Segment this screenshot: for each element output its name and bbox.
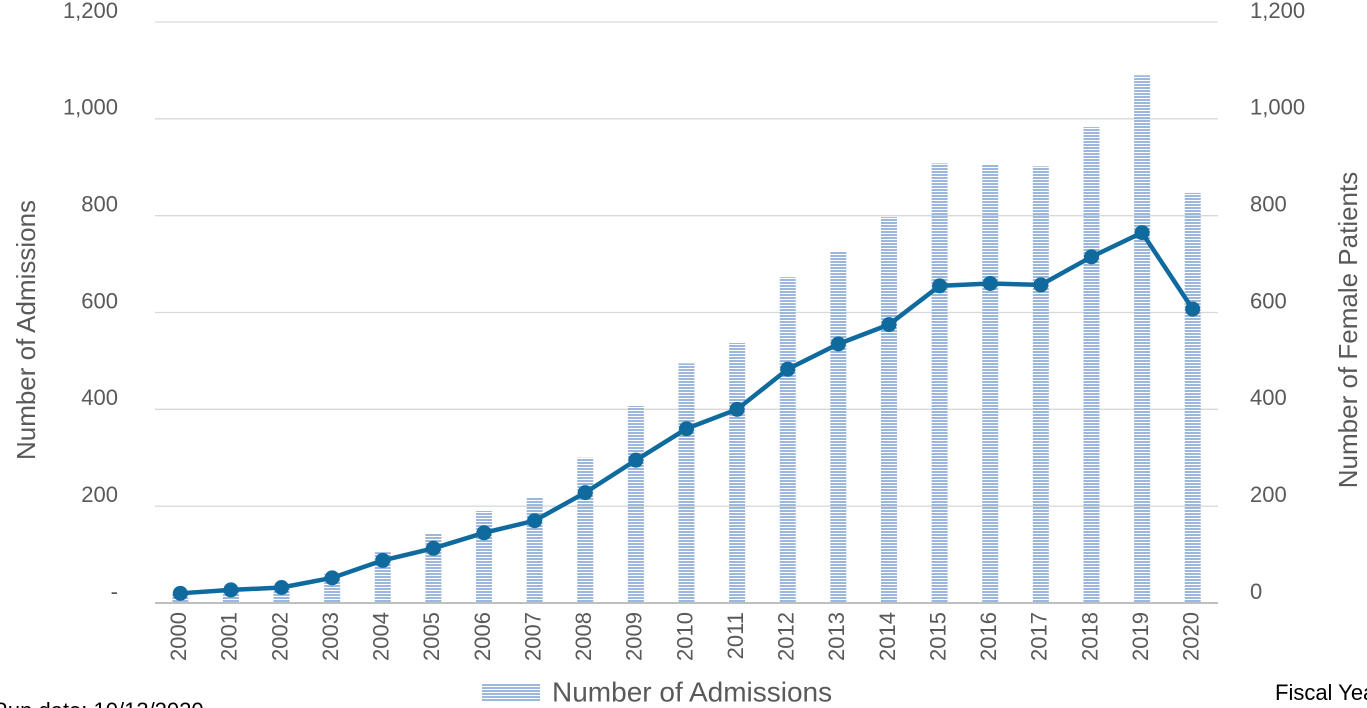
- legend-swatch: [482, 684, 540, 702]
- y-tick-label: 1,000: [63, 95, 118, 120]
- line-point: [780, 361, 796, 377]
- line-point: [527, 513, 543, 529]
- x-tick-label: 2019: [1128, 612, 1153, 661]
- legend-label: Number of Admissions: [552, 676, 832, 707]
- x-tick-label: 2011: [723, 612, 748, 659]
- line-point: [729, 401, 745, 417]
- y2-tick-label: 600: [1250, 288, 1287, 313]
- line-point: [223, 582, 239, 598]
- bar: [729, 343, 746, 603]
- x-tick-label: 2014: [875, 612, 900, 661]
- y-axis-title: Number of Admissions: [11, 200, 41, 460]
- x-tick-label: 2001: [217, 612, 242, 661]
- bar: [1083, 127, 1100, 604]
- x-tick-label: 2000: [166, 612, 191, 661]
- y-tick-label: -: [111, 579, 118, 604]
- y2-tick-label: 400: [1250, 385, 1287, 410]
- x-tick-label: 2004: [369, 612, 394, 661]
- x-tick-label: 2007: [520, 612, 545, 661]
- bar: [880, 217, 897, 603]
- x-tick-label: 2003: [318, 612, 343, 661]
- bar: [1184, 192, 1201, 603]
- x-tick-label: 2006: [470, 612, 495, 661]
- y2-tick-label: 1,000: [1250, 95, 1305, 120]
- y-tick-label: 400: [81, 385, 118, 410]
- x-axis-title: Fiscal Year: [1275, 680, 1367, 705]
- footnote: Run date: 10/13/2020: [0, 698, 204, 708]
- x-tick-label: 2012: [774, 612, 799, 661]
- y2-tick-label: 1,200: [1250, 0, 1305, 23]
- bar: [931, 163, 948, 604]
- y-tick-label: 600: [81, 288, 118, 313]
- bar: [1134, 75, 1151, 604]
- x-tick-label: 2008: [571, 612, 596, 661]
- line-point: [982, 275, 998, 291]
- y-tick-label: 800: [81, 191, 118, 216]
- y-tick-label: 1,200: [63, 0, 118, 23]
- bar: [779, 277, 796, 603]
- line-point: [881, 317, 897, 333]
- line-point: [628, 452, 644, 468]
- bar: [627, 405, 644, 603]
- line-point: [476, 525, 492, 541]
- x-tick-label: 2016: [976, 612, 1001, 661]
- x-tick-label: 2015: [925, 612, 950, 661]
- bar: [678, 363, 695, 603]
- line-point: [830, 336, 846, 352]
- x-tick-label: 2017: [1027, 612, 1052, 661]
- line-point: [1033, 277, 1049, 293]
- bar: [1032, 166, 1049, 603]
- x-tick-label: 2002: [267, 612, 292, 661]
- y2-tick-label: 800: [1250, 191, 1287, 216]
- line-point: [932, 278, 948, 294]
- line-point: [1083, 249, 1099, 265]
- bar: [982, 164, 999, 603]
- bar: [476, 511, 493, 603]
- y-tick-label: 200: [81, 482, 118, 507]
- line-point: [1134, 225, 1150, 241]
- y2-tick-label: 200: [1250, 482, 1287, 507]
- bar: [577, 457, 594, 603]
- bar: [830, 251, 847, 603]
- line-point: [1185, 301, 1201, 317]
- x-tick-label: 2018: [1077, 612, 1102, 661]
- y2-axis-title: Number of Female Patients: [1333, 172, 1363, 488]
- line-point: [425, 540, 441, 556]
- x-tick-label: 2020: [1179, 612, 1204, 661]
- x-tick-label: 2009: [622, 612, 647, 661]
- line-point: [172, 585, 188, 601]
- x-tick-label: 2005: [419, 612, 444, 661]
- line-point: [324, 570, 340, 586]
- x-tick-label: 2013: [824, 612, 849, 661]
- line-point: [679, 421, 694, 437]
- y2-tick-label: 0: [1250, 579, 1262, 604]
- x-tick-label: 2010: [672, 612, 697, 661]
- line-point: [274, 580, 290, 596]
- line-point: [375, 552, 391, 568]
- line-point: [577, 485, 593, 501]
